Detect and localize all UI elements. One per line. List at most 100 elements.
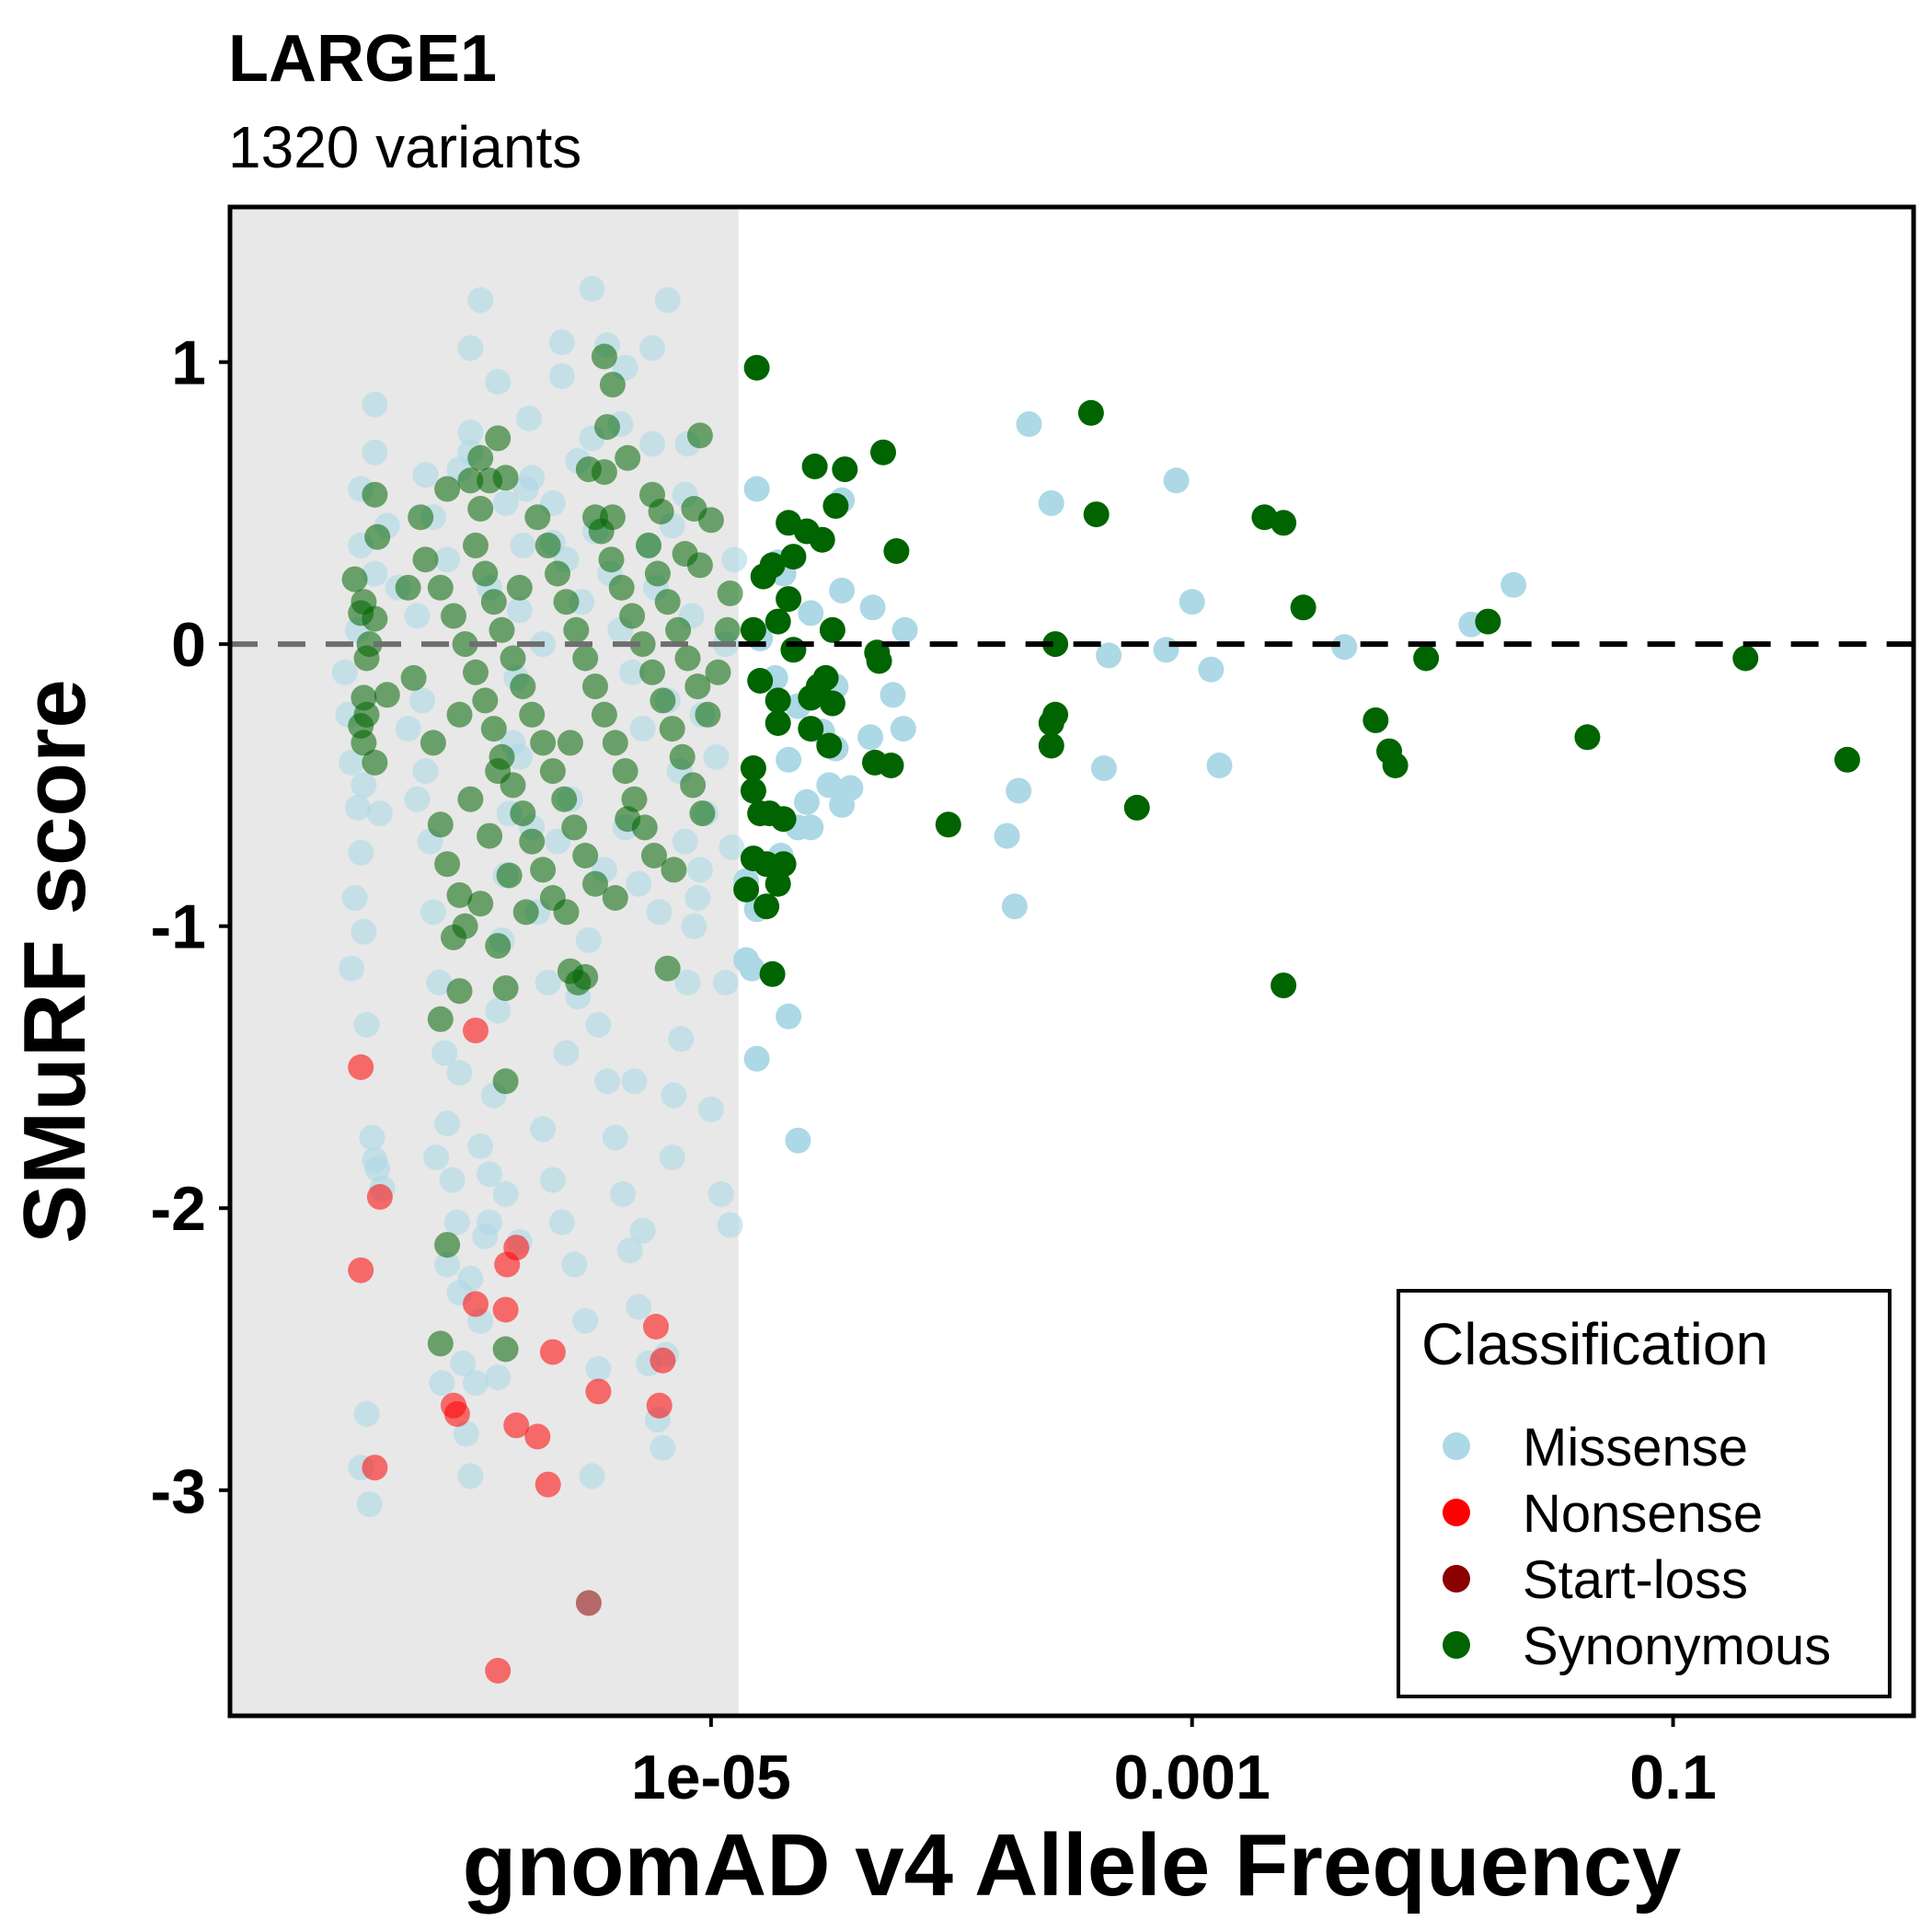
point-missense xyxy=(743,1045,770,1072)
point-synonymous xyxy=(832,456,858,483)
point-synonymous-faded-x-below-e xyxy=(553,899,580,926)
point-synonymous xyxy=(1123,794,1150,821)
point-synonymous-faded-x-below-e xyxy=(441,603,466,629)
point-missense xyxy=(339,749,365,776)
point-synonymous-faded-x-below-e xyxy=(519,701,546,728)
point-synonymous xyxy=(801,454,828,479)
point-missense xyxy=(359,1124,385,1151)
point-missense xyxy=(477,1161,503,1188)
point-missense xyxy=(467,1133,494,1159)
point-missense xyxy=(548,362,575,389)
point-synonymous-faded-x-below-e xyxy=(599,372,626,398)
point-missense xyxy=(585,1356,612,1382)
point-missense xyxy=(629,1217,656,1244)
point-missense xyxy=(890,716,916,742)
point-synonymous-faded-x-below-e xyxy=(684,673,711,700)
point-synonymous-faded-x-below-e xyxy=(545,560,570,587)
point-missense xyxy=(351,918,377,945)
point-synonymous-faded-x-below-e xyxy=(530,857,557,883)
point-synonymous-faded-x-below-e xyxy=(485,425,512,452)
point-missense xyxy=(712,970,739,995)
x-axis-ticks: 1e-05 0.001 0.1 xyxy=(631,1716,1717,1812)
point-synonymous xyxy=(1271,972,1297,999)
point-synonymous-faded-x-below-e xyxy=(467,444,494,471)
point-missense xyxy=(1001,893,1028,920)
point-missense xyxy=(572,1307,599,1334)
point-synonymous-faded-x-below-e xyxy=(434,851,461,878)
point-synonymous-faded-x-below-e xyxy=(602,885,628,911)
point-nonsense xyxy=(463,1291,489,1317)
point-synonymous xyxy=(822,492,849,519)
point-missense xyxy=(650,1434,676,1461)
point-synonymous-faded-x-below-e xyxy=(619,603,646,629)
point-missense xyxy=(1198,656,1225,683)
point-synonymous-faded-x-below-e xyxy=(591,701,617,728)
point-missense xyxy=(553,1040,580,1066)
point-synonymous-faded-x-below-e xyxy=(608,574,635,601)
point-synonymous-faded-x-below-e xyxy=(420,730,446,756)
point-synonymous-faded-x-below-e xyxy=(348,600,374,627)
point-synonymous xyxy=(798,684,824,711)
point-synonymous-faded-x-below-e xyxy=(674,645,701,672)
y-axis-ticks: 1 0 -1 -2 -3 xyxy=(151,328,230,1526)
point-synonymous-faded-x-below-e xyxy=(615,444,641,471)
point-missense xyxy=(467,287,494,314)
point-missense xyxy=(356,1491,383,1518)
point-synonymous-faded-x-below-e xyxy=(457,467,484,494)
point-missense xyxy=(439,1167,466,1193)
point-missense xyxy=(434,1251,461,1278)
point-nonsense xyxy=(492,1296,519,1323)
point-missense xyxy=(681,913,707,939)
point-synonymous xyxy=(1574,724,1601,751)
x-tick-label: 0.1 xyxy=(1629,1742,1717,1812)
point-missense xyxy=(434,546,461,573)
y-tick-label: 1 xyxy=(171,328,206,398)
point-missense xyxy=(412,758,439,785)
plot-border xyxy=(227,204,1916,1719)
point-missense xyxy=(530,1116,557,1143)
point-missense xyxy=(1016,411,1042,437)
point-nonsense xyxy=(366,1184,393,1210)
x-tick-label: 1e-05 xyxy=(631,1742,791,1812)
point-synonymous xyxy=(883,538,910,564)
point-synonymous-faded-x-below-e xyxy=(639,659,665,685)
point-missense xyxy=(457,420,484,446)
legend-label-missense: Missense xyxy=(1523,1418,1748,1478)
point-missense xyxy=(426,970,453,995)
point-synonymous-faded-x-below-e xyxy=(446,978,473,1005)
point-missense xyxy=(353,1401,380,1427)
point-synonymous-faded-x-below-e xyxy=(480,716,507,742)
legend-key-missense xyxy=(1443,1432,1470,1460)
point-synonymous-faded-x-below-e xyxy=(591,343,617,370)
point-synonymous-faded-x-below-e xyxy=(427,1006,454,1032)
point-synonymous-faded-x-below-e xyxy=(599,504,626,531)
point-missense xyxy=(395,716,421,742)
legend-box xyxy=(1397,1289,1892,1698)
point-synonymous-faded-x-below-e xyxy=(364,523,391,550)
point-missense xyxy=(492,489,519,516)
point-nonsense xyxy=(463,1018,489,1044)
x-axis-title: gnomAD v4 Allele Frequency xyxy=(463,1816,1682,1915)
point-missense xyxy=(859,594,886,621)
point-synonymous-faded-x-below-e xyxy=(661,857,687,883)
point-synonymous-faded-x-below-e xyxy=(672,541,698,567)
point-missense xyxy=(485,1364,512,1391)
point-synonymous-faded-x-below-e xyxy=(400,664,427,691)
point-synonymous-faded-x-below-e xyxy=(686,422,713,449)
point-synonymous xyxy=(1834,746,1860,773)
point-missense xyxy=(457,1463,484,1489)
point-missense xyxy=(1501,571,1527,598)
point-missense xyxy=(457,335,484,362)
point-missense xyxy=(674,970,701,995)
point-nonsense xyxy=(585,1378,612,1405)
point-synonymous-faded-x-below-e xyxy=(412,546,439,573)
legend-key-nonsense xyxy=(1443,1499,1470,1526)
point-missense xyxy=(434,1110,461,1137)
chart-subtitle: 1320 variants xyxy=(228,114,581,180)
point-synonymous-faded-x-below-e xyxy=(572,843,599,868)
point-synonymous-faded-x-below-e xyxy=(553,589,580,615)
point-synonymous xyxy=(753,893,780,920)
point-missense xyxy=(594,1068,620,1095)
point-synonymous-faded-x-below-e xyxy=(434,476,461,502)
point-missense xyxy=(492,1180,519,1207)
